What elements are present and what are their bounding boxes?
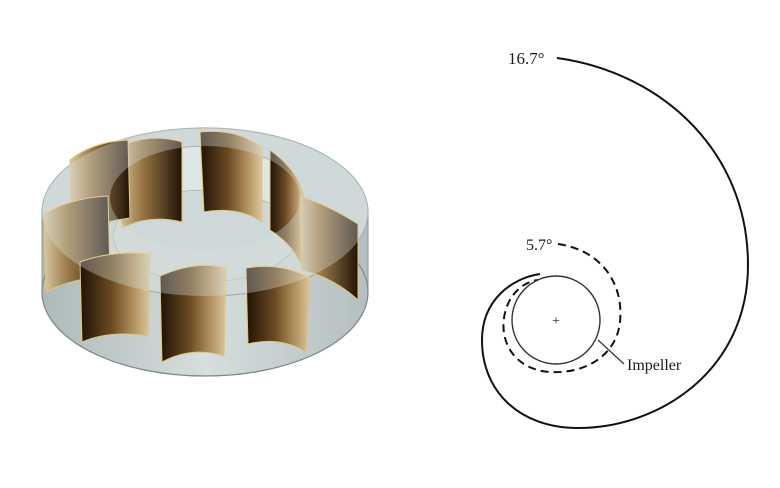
impeller-blade — [79, 252, 151, 343]
impeller-blades — [43, 130, 359, 363]
impeller-blade — [245, 265, 311, 353]
impeller-blade — [159, 264, 227, 363]
volute-diagram: + 16.7° 5.7° Impeller — [480, 49, 750, 430]
impeller-blade — [299, 195, 359, 302]
outer-spiral-16-7-deg — [480, 57, 750, 430]
impeller-blade — [117, 137, 183, 229]
impeller-leader-line — [597, 339, 625, 365]
impeller-label: Impeller — [627, 357, 682, 374]
impeller-circle — [511, 275, 601, 365]
impeller-shroud — [42, 128, 368, 296]
outer-angle-label: 16.7° — [508, 49, 545, 68]
center-mark: + — [552, 314, 560, 329]
impeller-blade — [199, 130, 263, 223]
inner-spiral-5-7-deg — [502, 243, 622, 374]
impeller-render — [41, 127, 369, 377]
inner-angle-label: 5.7° — [526, 237, 552, 254]
